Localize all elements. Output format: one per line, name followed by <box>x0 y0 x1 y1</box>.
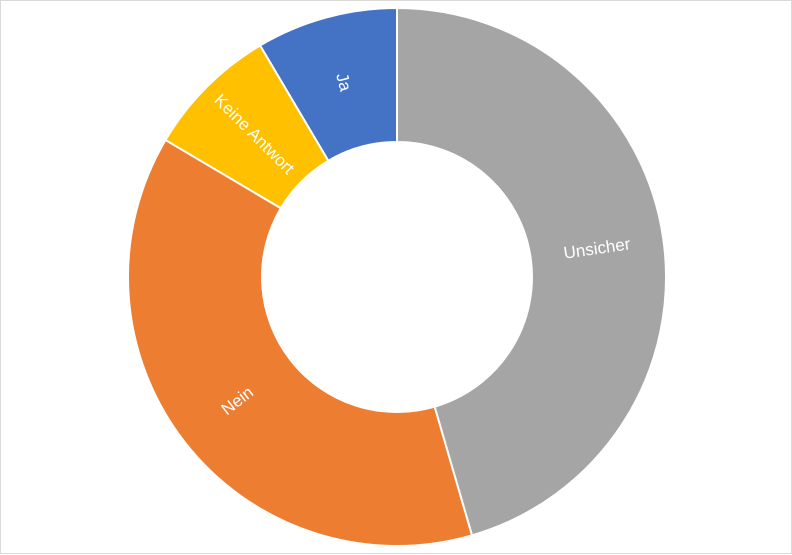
slice-group <box>127 7 667 547</box>
slice-unsicher[interactable] <box>396 7 667 537</box>
label-ja: Ja <box>332 71 355 94</box>
slice-nein[interactable] <box>127 139 474 547</box>
